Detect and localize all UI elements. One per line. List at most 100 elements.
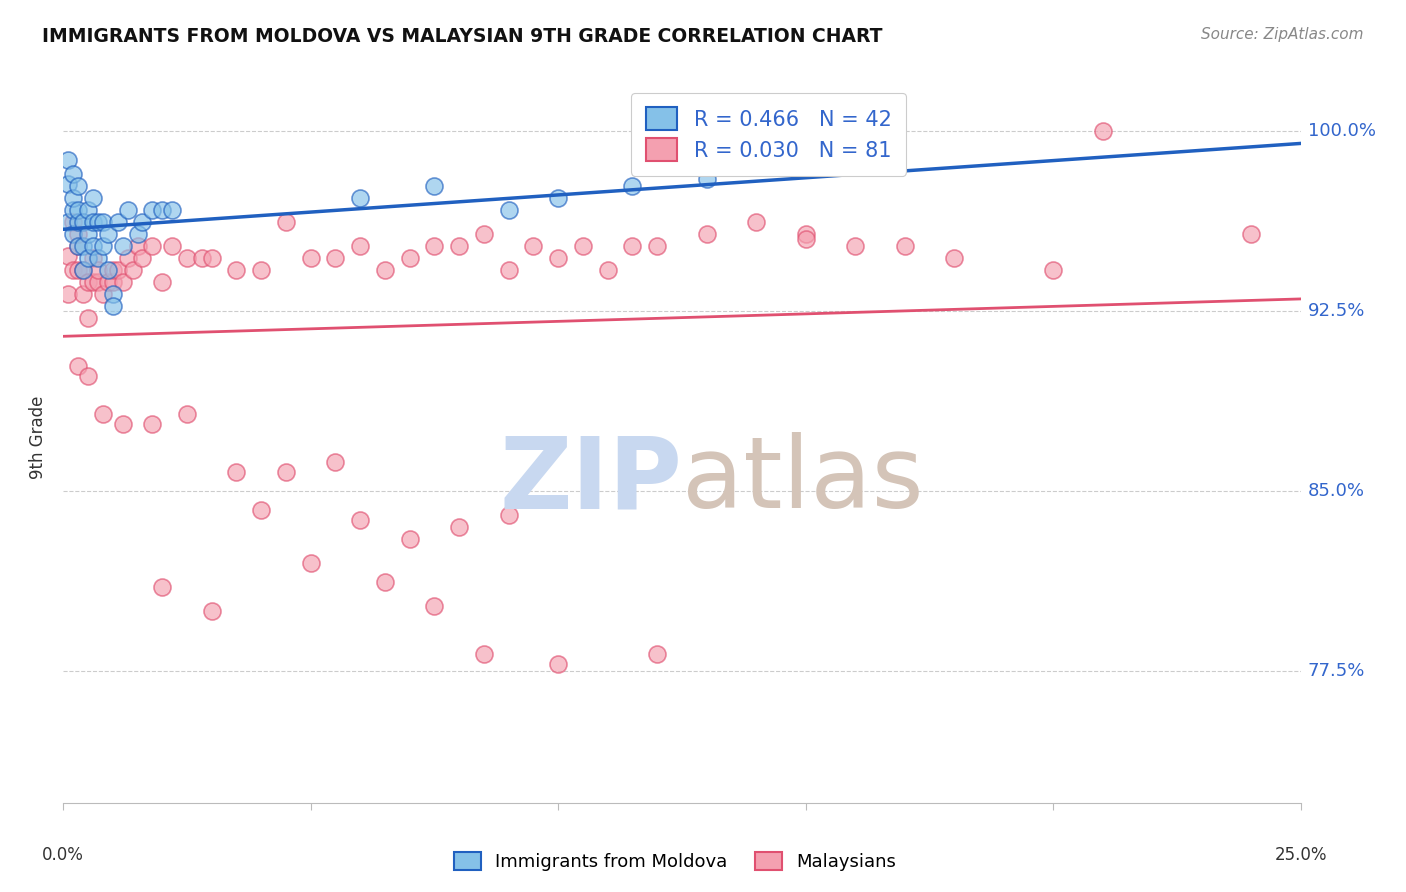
Legend: R = 0.466   N = 42, R = 0.030   N = 81: R = 0.466 N = 42, R = 0.030 N = 81: [631, 93, 905, 176]
Point: [645, 239, 668, 253]
Point: [101, 299, 124, 313]
Point: [274, 465, 297, 479]
Point: [87, 252, 110, 266]
Point: [127, 227, 149, 242]
Point: [374, 263, 396, 277]
Point: [67, 203, 90, 218]
Point: [62, 263, 84, 277]
Point: [423, 239, 446, 253]
Point: [107, 215, 129, 229]
Point: [696, 227, 718, 242]
Point: [72, 263, 94, 277]
Point: [1042, 263, 1064, 277]
Point: [82, 191, 104, 205]
Point: [893, 239, 915, 253]
Point: [621, 239, 644, 253]
Point: [250, 503, 273, 517]
Text: 85.0%: 85.0%: [1308, 482, 1365, 500]
Point: [794, 232, 817, 246]
Point: [423, 179, 446, 194]
Point: [62, 227, 84, 242]
Point: [87, 215, 110, 229]
Point: [77, 227, 100, 242]
Point: [349, 239, 371, 253]
Point: [62, 191, 84, 205]
Point: [58, 177, 80, 191]
Point: [472, 647, 495, 661]
Point: [1091, 124, 1114, 138]
Text: 25.0%: 25.0%: [1274, 846, 1327, 864]
Point: [572, 239, 595, 253]
Point: [522, 239, 544, 253]
Point: [1240, 227, 1263, 242]
Point: [97, 263, 120, 277]
Point: [82, 239, 104, 253]
Point: [141, 239, 163, 253]
Point: [67, 227, 90, 242]
Point: [547, 252, 569, 266]
Point: [58, 215, 80, 229]
Point: [449, 239, 471, 253]
Point: [87, 276, 110, 290]
Text: 100.0%: 100.0%: [1308, 122, 1375, 140]
Point: [645, 647, 668, 661]
Point: [498, 508, 520, 522]
Point: [107, 263, 129, 277]
Point: [621, 179, 644, 194]
Point: [82, 276, 104, 290]
Point: [299, 556, 322, 570]
Point: [67, 263, 90, 277]
Text: 77.5%: 77.5%: [1308, 662, 1365, 680]
Point: [62, 215, 84, 229]
Point: [72, 215, 94, 229]
Point: [745, 215, 768, 229]
Point: [58, 153, 80, 167]
Point: [349, 191, 371, 205]
Point: [72, 287, 94, 301]
Point: [160, 203, 183, 218]
Point: [58, 249, 80, 263]
Point: [374, 575, 396, 590]
Point: [325, 252, 347, 266]
Point: [67, 179, 90, 194]
Point: [127, 239, 149, 253]
Point: [111, 276, 134, 290]
Text: Source: ZipAtlas.com: Source: ZipAtlas.com: [1201, 27, 1364, 42]
Point: [191, 252, 214, 266]
Point: [150, 276, 173, 290]
Point: [472, 227, 495, 242]
Point: [201, 252, 224, 266]
Point: [77, 311, 100, 326]
Point: [58, 287, 80, 301]
Point: [87, 263, 110, 277]
Point: [77, 276, 100, 290]
Point: [97, 227, 120, 242]
Point: [349, 513, 371, 527]
Text: 0.0%: 0.0%: [42, 846, 84, 864]
Point: [77, 368, 100, 383]
Point: [250, 263, 273, 277]
Point: [117, 252, 139, 266]
Point: [225, 465, 247, 479]
Point: [82, 252, 104, 266]
Point: [77, 252, 100, 266]
Point: [91, 287, 114, 301]
Point: [398, 252, 420, 266]
Point: [398, 532, 420, 546]
Point: [97, 276, 120, 290]
Point: [547, 657, 569, 671]
Point: [160, 239, 183, 253]
Point: [794, 227, 817, 242]
Point: [62, 203, 84, 218]
Point: [696, 172, 718, 186]
Point: [449, 520, 471, 534]
Point: [596, 263, 619, 277]
Point: [150, 580, 173, 594]
Point: [131, 252, 153, 266]
Point: [225, 263, 247, 277]
Point: [131, 215, 153, 229]
Point: [91, 239, 114, 253]
Point: [101, 263, 124, 277]
Point: [62, 168, 84, 182]
Point: [844, 239, 866, 253]
